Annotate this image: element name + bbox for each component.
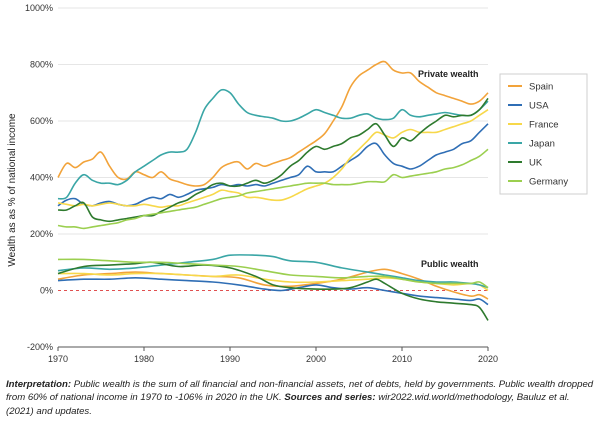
y-tick-label: 1000% [25,3,53,13]
legend-box [499,73,588,195]
y-axis-title: Wealth as as % of national income [7,113,18,267]
x-tick-label: 2010 [392,354,412,364]
legend-label-uk: UK [529,158,543,169]
y-tick-label: 0% [40,286,53,296]
spain-private-wealth-line [57,60,489,187]
japan-private-wealth-line [57,88,489,200]
legend: Spain USA France Japan UK Germany [499,73,588,195]
sources-text: wir2022.wid.world/methodology, Bauluz et… [6,392,570,417]
sources-label: Sources and series: [284,392,376,404]
spain-public-wealth-line [57,268,489,300]
interpretation-text: Public wealth is the sum of all financia… [6,379,594,404]
france-public-wealth-line [57,272,489,292]
legend-label-france: France [529,120,559,131]
caption: Interpretation: Public wealth is the sum… [6,378,598,418]
y-tick-label: 600% [30,116,53,126]
france-private-wealth-line [57,109,489,208]
germany-private-wealth-line [57,148,489,230]
legend-label-germany: Germany [529,177,568,188]
y-tick-label: -200% [27,342,53,352]
axes: 1000% 800% 600% 400% 200% 0% -200% 1970 1980 1990… [25,3,498,364]
legend-label-japan: Japan [529,139,555,150]
x-tick-label: 2000 [306,354,326,364]
legend-label-usa: USA [529,101,549,112]
y-tick-label: 200% [30,229,53,239]
x-tick-label: 1970 [48,354,68,364]
legend-label-spain: Spain [529,82,553,93]
x-tick-label: 2020 [478,354,498,364]
public-wealth-annotation: Public wealth [421,259,479,269]
y-tick-label: 800% [30,60,53,70]
x-tick-label: 1990 [220,354,240,364]
germany-public-wealth-line [57,258,489,289]
series-lines [57,60,489,321]
usa-public-wealth-line [57,277,489,306]
japan-public-wealth-line [57,254,489,289]
y-tick-label: 400% [30,173,53,183]
gridlines [58,7,488,291]
uk-private-wealth-line [57,97,489,223]
usa-private-wealth-line [57,123,489,207]
x-tick-label: 1980 [134,354,154,364]
uk-public-wealth-line [57,261,489,321]
interpretation-label: Interpretation: [6,379,72,390]
chart: 1000% 800% 600% 400% 200% 0% -200% 1970 1980 1990… [7,3,588,364]
private-wealth-annotation: Private wealth [418,69,479,79]
